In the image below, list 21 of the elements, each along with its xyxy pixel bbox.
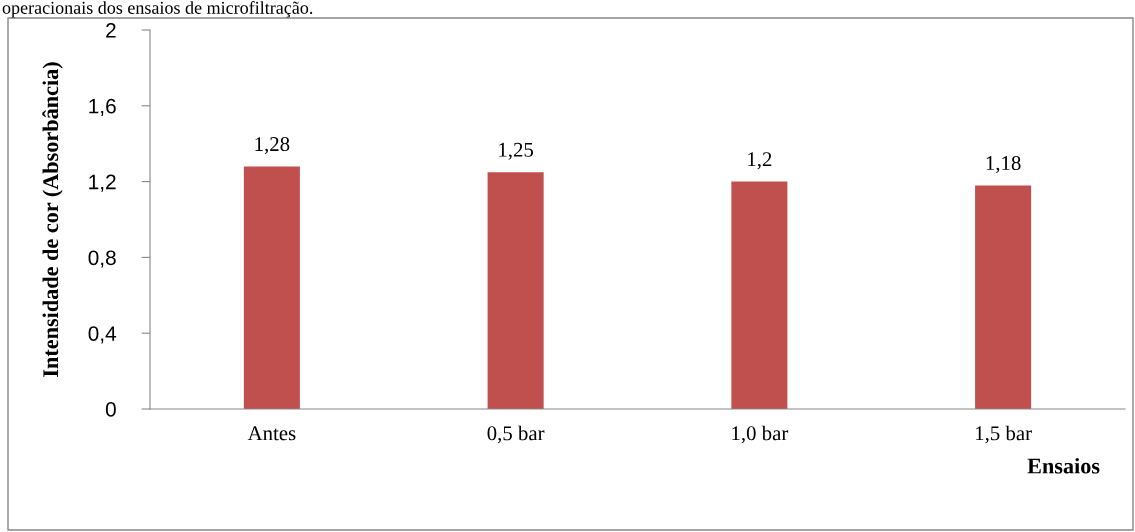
y-tick-label: 0 — [105, 402, 116, 417]
text: operacionais dos ensaios de microfiltração. — [2, 1, 313, 18]
x-tick-label: 1,0 bar — [732, 425, 789, 444]
data-label: 1,2 — [748, 152, 772, 170]
x-tick-label: Antes — [247, 426, 296, 441]
bar — [975, 185, 1032, 409]
bar — [487, 172, 544, 409]
x-tick-label: 1,5 bar — [976, 425, 1032, 444]
bar — [243, 166, 300, 409]
y-tick-label: 0,8 — [88, 250, 116, 268]
y-tick-label: 2 — [106, 23, 116, 38]
y-axis-title: Intensidade de cor (Absorbância) — [42, 62, 63, 377]
y-tick-label: 1,2 — [89, 174, 116, 192]
data-label: 1,18 — [986, 155, 1021, 174]
bar — [731, 181, 788, 409]
data-label: 1,28 — [255, 137, 290, 155]
x-tick-label: 0,5 bar — [487, 425, 545, 444]
data-label: 1,25 — [499, 142, 534, 160]
y-tick-label: 1,6 — [89, 98, 116, 117]
x-axis-title: Ensaios — [1027, 457, 1100, 474]
y-tick-label: 0,4 — [88, 326, 117, 344]
